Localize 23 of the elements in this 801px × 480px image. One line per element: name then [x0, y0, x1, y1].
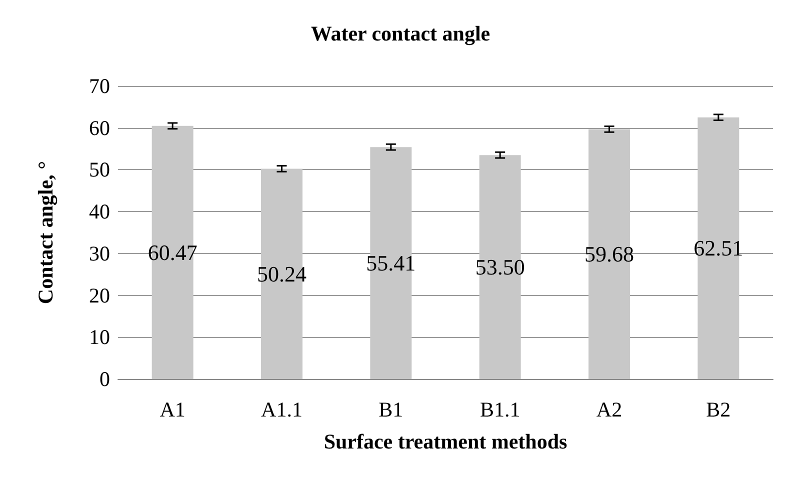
- y-tick-label: 40: [89, 200, 110, 224]
- y-tick-label: 50: [89, 158, 110, 182]
- chart-title: Water contact angle: [310, 22, 490, 46]
- y-tick-label: 0: [100, 367, 110, 391]
- x-tick-label: A1: [160, 398, 186, 422]
- x-tick-label: B1: [378, 398, 404, 422]
- y-axis-title: Contact angle, °: [34, 160, 58, 304]
- data-label: 60.47: [148, 240, 198, 265]
- y-tick-label: 20: [89, 283, 110, 308]
- x-axis-title: Surface treatment methods: [324, 430, 568, 454]
- y-tick-label: 30: [89, 241, 110, 266]
- data-label: 50.24: [257, 261, 306, 286]
- y-tick-label: 10: [89, 325, 110, 350]
- y-tick-label: 70: [89, 74, 110, 98]
- data-label: 53.50: [475, 254, 525, 280]
- data-label: 62.51: [694, 236, 744, 261]
- y-tick-label: 60: [89, 116, 110, 140]
- x-tick-label: A1.1: [261, 398, 302, 422]
- data-label: 59.68: [584, 242, 634, 267]
- x-tick-label: B2: [706, 398, 731, 422]
- x-tick-label: A2: [596, 398, 622, 422]
- data-label: 55.41: [366, 250, 416, 276]
- x-tick-label: B1.1: [480, 398, 520, 422]
